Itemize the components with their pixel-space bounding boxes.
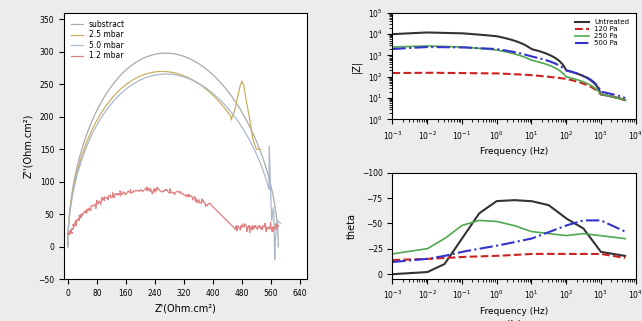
- 1.2 mbar: [186, 195, 193, 198]
- Untreated: [616, 97, 624, 100]
- Line: 5.0 mbar: 5.0 mbar: [68, 74, 281, 260]
- Line: 120 Pa: 120 Pa: [392, 73, 625, 100]
- X-axis label: Frequency (Hz): Frequency (Hz): [480, 307, 548, 316]
- 5.0 mbar: [208, 91, 216, 94]
- 500 Pa: [580, 74, 587, 78]
- 5.0 mbar: [222, 104, 230, 108]
- 5.0 mbar: [277, 221, 284, 225]
- substract: [135, 58, 143, 62]
- substract: [71, 173, 79, 177]
- 5.0 mbar: [76, 164, 83, 168]
- 120 Pa: [621, 98, 629, 102]
- substract: [64, 245, 72, 249]
- 2.5 mbar: [66, 210, 74, 213]
- 2.5 mbar: [158, 70, 166, 74]
- 5.0 mbar: [82, 148, 89, 152]
- Line: 2.5 mbar: 2.5 mbar: [68, 72, 260, 247]
- 2.5 mbar: [203, 88, 211, 91]
- 120 Pa: [528, 73, 535, 77]
- Untreated: [499, 36, 507, 39]
- 250 Pa: [499, 49, 507, 53]
- 120 Pa: [501, 72, 508, 76]
- 2.5 mbar: [64, 245, 72, 249]
- substract: [162, 51, 170, 55]
- 5.0 mbar: [64, 245, 72, 249]
- 250 Pa: [621, 98, 629, 102]
- Untreated: [621, 98, 629, 102]
- 250 Pa: [388, 45, 396, 49]
- Legend: Untreated, 120 Pa, 250 Pa, 500 Pa: Untreated, 120 Pa, 250 Pa, 500 Pa: [572, 16, 632, 49]
- X-axis label: Z'(Ohm.cm²): Z'(Ohm.cm²): [155, 304, 217, 314]
- substract: [114, 76, 122, 80]
- 250 Pa: [616, 97, 624, 100]
- 5.0 mbar: [166, 72, 173, 76]
- 2.5 mbar: [207, 91, 214, 95]
- 1.2 mbar: [76, 217, 83, 221]
- substract: [275, 245, 282, 249]
- 1.2 mbar: [248, 228, 256, 232]
- Line: 1.2 mbar: 1.2 mbar: [67, 187, 279, 234]
- Untreated: [501, 36, 508, 40]
- 120 Pa: [580, 82, 587, 86]
- 500 Pa: [499, 48, 507, 52]
- 120 Pa: [499, 72, 507, 75]
- 500 Pa: [424, 45, 431, 49]
- 1.2 mbar: [143, 185, 151, 189]
- 120 Pa: [616, 97, 624, 100]
- 250 Pa: [528, 58, 535, 62]
- substract: [239, 111, 247, 115]
- 120 Pa: [388, 71, 396, 75]
- Untreated: [528, 47, 535, 51]
- 1.2 mbar: [65, 232, 73, 236]
- Line: 250 Pa: 250 Pa: [392, 46, 625, 100]
- 500 Pa: [621, 96, 629, 100]
- 5.0 mbar: [271, 258, 279, 262]
- Legend: substract, 2.5 mbar, 5.0 mbar, 1.2 mbar: substract, 2.5 mbar, 5.0 mbar, 1.2 mbar: [68, 17, 128, 63]
- 500 Pa: [616, 94, 624, 98]
- 1.2 mbar: [150, 187, 158, 191]
- 5.0 mbar: [68, 197, 76, 201]
- 1.2 mbar: [249, 225, 257, 229]
- 500 Pa: [515, 51, 523, 55]
- Untreated: [388, 32, 396, 36]
- 2.5 mbar: [212, 96, 220, 100]
- Text: (b): (b): [506, 320, 522, 321]
- substract: [238, 109, 245, 113]
- 5.0 mbar: [162, 72, 169, 76]
- 250 Pa: [501, 50, 508, 54]
- Untreated: [424, 30, 431, 34]
- 1.2 mbar: [275, 224, 282, 228]
- 500 Pa: [501, 48, 508, 52]
- 250 Pa: [580, 80, 587, 84]
- 500 Pa: [388, 47, 396, 51]
- Untreated: [515, 40, 523, 44]
- Line: 500 Pa: 500 Pa: [392, 47, 625, 98]
- substract: [211, 75, 219, 79]
- Untreated: [580, 74, 587, 78]
- 250 Pa: [423, 44, 431, 48]
- Y-axis label: theta: theta: [346, 213, 356, 239]
- X-axis label: Frequency (Hz): Frequency (Hz): [480, 147, 548, 156]
- 2.5 mbar: [126, 80, 134, 84]
- 1.2 mbar: [174, 189, 182, 193]
- 120 Pa: [515, 73, 523, 76]
- Y-axis label: Z''(Ohm.cm²): Z''(Ohm.cm²): [23, 114, 33, 178]
- Y-axis label: |Z|: |Z|: [352, 60, 362, 73]
- 2.5 mbar: [218, 103, 226, 107]
- 250 Pa: [515, 53, 523, 57]
- 2.5 mbar: [256, 147, 264, 151]
- Line: substract: substract: [68, 53, 279, 247]
- Line: Untreated: Untreated: [392, 32, 625, 100]
- 500 Pa: [528, 55, 535, 58]
- 120 Pa: [423, 71, 431, 75]
